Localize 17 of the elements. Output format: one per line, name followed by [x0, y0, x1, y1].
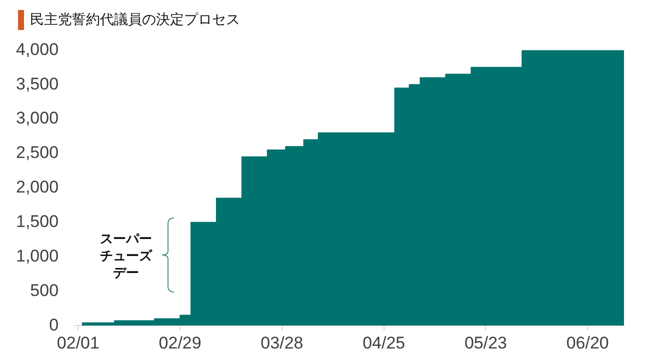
y-tick-label: 4,000	[16, 40, 59, 59]
x-tick-label: 02/01	[56, 333, 100, 352]
y-tick-label: 500	[30, 280, 59, 300]
annotation: スーパーチューズデー	[99, 230, 154, 281]
x-tick-label: 02/29	[158, 333, 202, 352]
y-tick-label: 1,500	[16, 212, 59, 232]
x-tick-label: 03/28	[260, 333, 304, 352]
y-tick-label: 3,500	[16, 74, 59, 94]
x-tick-label: 05/23	[464, 333, 507, 352]
x-tick-label: 04/25	[362, 333, 406, 352]
y-tick-label: 2,500	[16, 143, 59, 162]
y-tick-label: 1,000	[16, 246, 59, 266]
chart-title: 民主党誓約代議員の決定プロセス	[30, 11, 240, 29]
y-tick-label: 0	[49, 315, 59, 334]
y-tick-label: 3,000	[16, 108, 59, 128]
x-tick-label: 06/20	[566, 333, 609, 352]
y-tick-label: 2,000	[16, 178, 59, 197]
